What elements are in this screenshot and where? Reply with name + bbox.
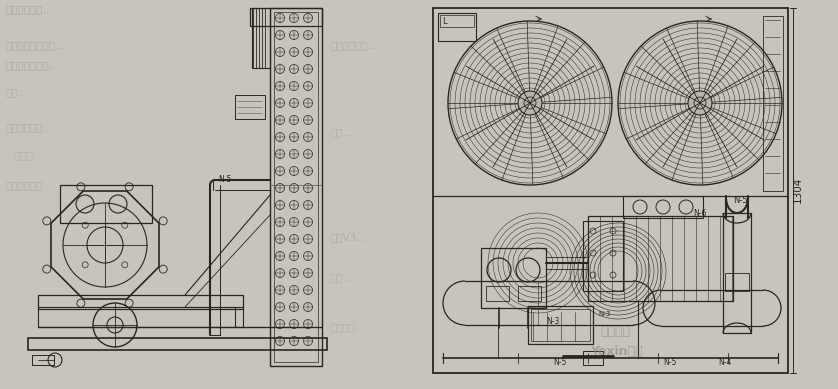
Bar (252, 8, 270, 68)
Text: 導熱係數...: 導熱係數... (330, 322, 365, 332)
Text: 1304: 1304 (793, 177, 803, 203)
Text: ...調節閥...: ...調節閥... (5, 150, 44, 160)
Text: N-5: N-5 (218, 175, 231, 184)
Bar (38, 295, 243, 309)
Bar (528, 306, 593, 344)
Bar (531, 309, 590, 341)
Text: N-6: N-6 (693, 209, 706, 218)
Text: 此距水目調節...: 此距水目調節... (5, 180, 53, 190)
Bar (235, 95, 265, 119)
Text: 大差異高真干別調...: 大差異高真干別調... (5, 40, 65, 50)
Bar (486, 286, 509, 301)
Bar (250, 8, 322, 26)
Bar (623, 196, 703, 218)
Bar (588, 216, 733, 301)
Text: N-5: N-5 (663, 358, 676, 367)
Bar (270, 8, 322, 366)
Text: 排出水目調節...: 排出水目調節... (5, 122, 53, 132)
Text: 故障...: 故障... (330, 127, 353, 137)
Bar (438, 13, 476, 41)
Bar (583, 221, 623, 291)
Text: 廠產...: 廠產... (5, 87, 28, 97)
Text: 故障V3...: 故障V3... (330, 232, 366, 242)
Text: N-3: N-3 (598, 311, 610, 317)
Circle shape (688, 91, 712, 115)
Text: Yoxin百科: Yoxin百科 (590, 345, 643, 358)
Bar (60, 185, 152, 223)
Bar (28, 338, 327, 350)
Circle shape (518, 91, 542, 115)
Bar (440, 15, 474, 27)
Bar (723, 213, 751, 333)
Bar (763, 16, 783, 191)
Bar (583, 351, 603, 365)
Text: N-3: N-3 (546, 317, 560, 326)
Text: 冷媒液體人低壓...: 冷媒液體人低壓... (5, 60, 59, 70)
Text: L: L (442, 17, 447, 26)
Text: N-5: N-5 (553, 358, 566, 367)
Bar (433, 8, 788, 373)
Text: 冷水機組中充...: 冷水機組中充... (5, 4, 53, 14)
Bar (38, 307, 243, 327)
Bar (274, 12, 318, 362)
Text: 排他方式材較...: 排他方式材較... (330, 40, 378, 50)
Bar (725, 273, 749, 291)
Text: 導熱...: 導熱... (330, 272, 353, 282)
Text: N-5: N-5 (733, 196, 747, 205)
Bar (481, 248, 546, 308)
Bar (518, 286, 541, 301)
Text: 制冷百科: 制冷百科 (600, 325, 630, 338)
Text: N-4: N-4 (718, 358, 732, 367)
Bar (32, 355, 54, 365)
